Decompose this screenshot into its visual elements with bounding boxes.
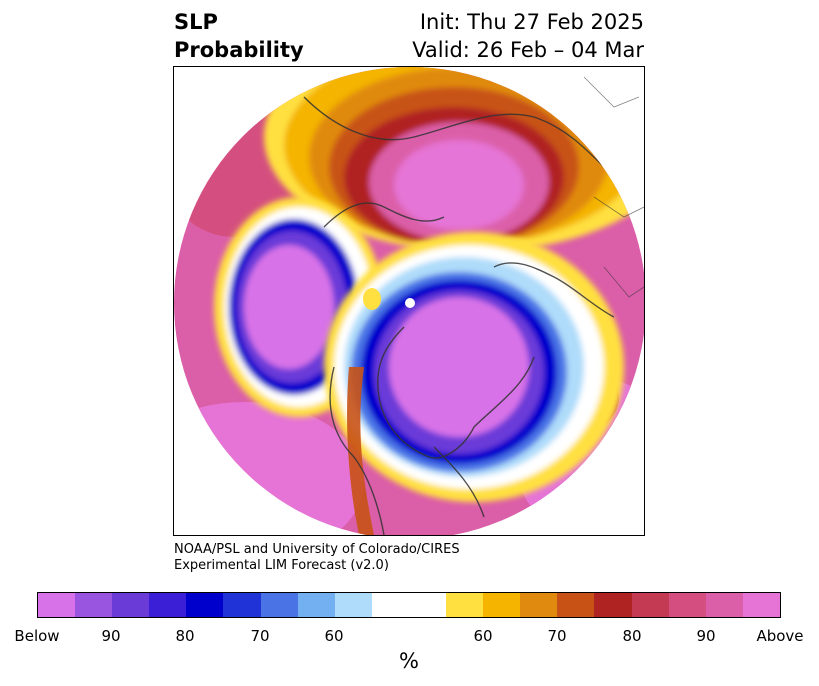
colorbar-tick-label: 90 — [101, 627, 121, 645]
polar-map — [174, 67, 644, 535]
valid-range: Valid: 26 Feb – 04 Mar — [412, 38, 644, 62]
colorbar-tick-label: 60 — [473, 627, 493, 645]
credit-text: NOAA/PSL and University of Colorado/CIRE… — [174, 542, 460, 574]
title-variable: SLP — [174, 10, 218, 34]
colorbar-swatch — [223, 593, 261, 617]
arctic-patch — [363, 288, 381, 310]
colorbar-swatch — [149, 593, 187, 617]
colorbar-tick-label: 70 — [547, 627, 567, 645]
namerica-low — [324, 232, 624, 502]
forecast-dates: Init: Thu 27 Feb 2025 Valid: 26 Feb – 04… — [412, 8, 644, 64]
warm-band — [347, 367, 374, 535]
colorbar-swatch — [408, 593, 447, 617]
map-title: SLP Probability — [174, 8, 304, 64]
colorbar-swatch — [38, 593, 76, 617]
init-date: Init: Thu 27 Feb 2025 — [419, 10, 644, 34]
colorbar-swatch — [446, 593, 484, 617]
colorbar-swatch — [112, 593, 150, 617]
title-metric: Probability — [174, 38, 304, 62]
colorbar-tick-label: Below — [14, 627, 60, 645]
credit-line-1: NOAA/PSL and University of Colorado/CIRE… — [174, 542, 460, 557]
colorbar-tick-label: 90 — [696, 627, 716, 645]
colorbar-swatch — [631, 593, 669, 617]
colorbar-tick-label: 80 — [622, 627, 642, 645]
colorbar-tick-label: 70 — [250, 627, 270, 645]
colorbar-swatch — [75, 593, 113, 617]
colorbar-tick-label: Above — [756, 627, 804, 645]
colorbar-swatch — [520, 593, 558, 617]
north-pole-marker — [405, 298, 415, 308]
colorbar-swatch — [297, 593, 335, 617]
colorbar-swatch — [742, 593, 780, 617]
credit-line-2: Experimental LIM Forecast (v2.0) — [174, 558, 389, 573]
colorbar-swatch — [371, 593, 409, 617]
outer-borders — [583, 76, 644, 298]
colorbar-swatch — [260, 593, 298, 617]
eurasia-high — [264, 67, 644, 252]
colorbar-swatch — [334, 593, 372, 617]
map-panel — [173, 66, 645, 536]
colorbar-swatch — [186, 593, 224, 617]
colorbar-tick-label: 80 — [175, 627, 195, 645]
colorbar-swatch — [705, 593, 743, 617]
colorbar-swatch — [594, 593, 632, 617]
colorbar-tick-label: 60 — [324, 627, 344, 645]
colorbar-swatch — [483, 593, 521, 617]
colorbar-unit: % — [399, 649, 419, 673]
colorbar-swatch — [668, 593, 706, 617]
colorbar — [37, 592, 781, 618]
colorbar-swatch — [557, 593, 595, 617]
